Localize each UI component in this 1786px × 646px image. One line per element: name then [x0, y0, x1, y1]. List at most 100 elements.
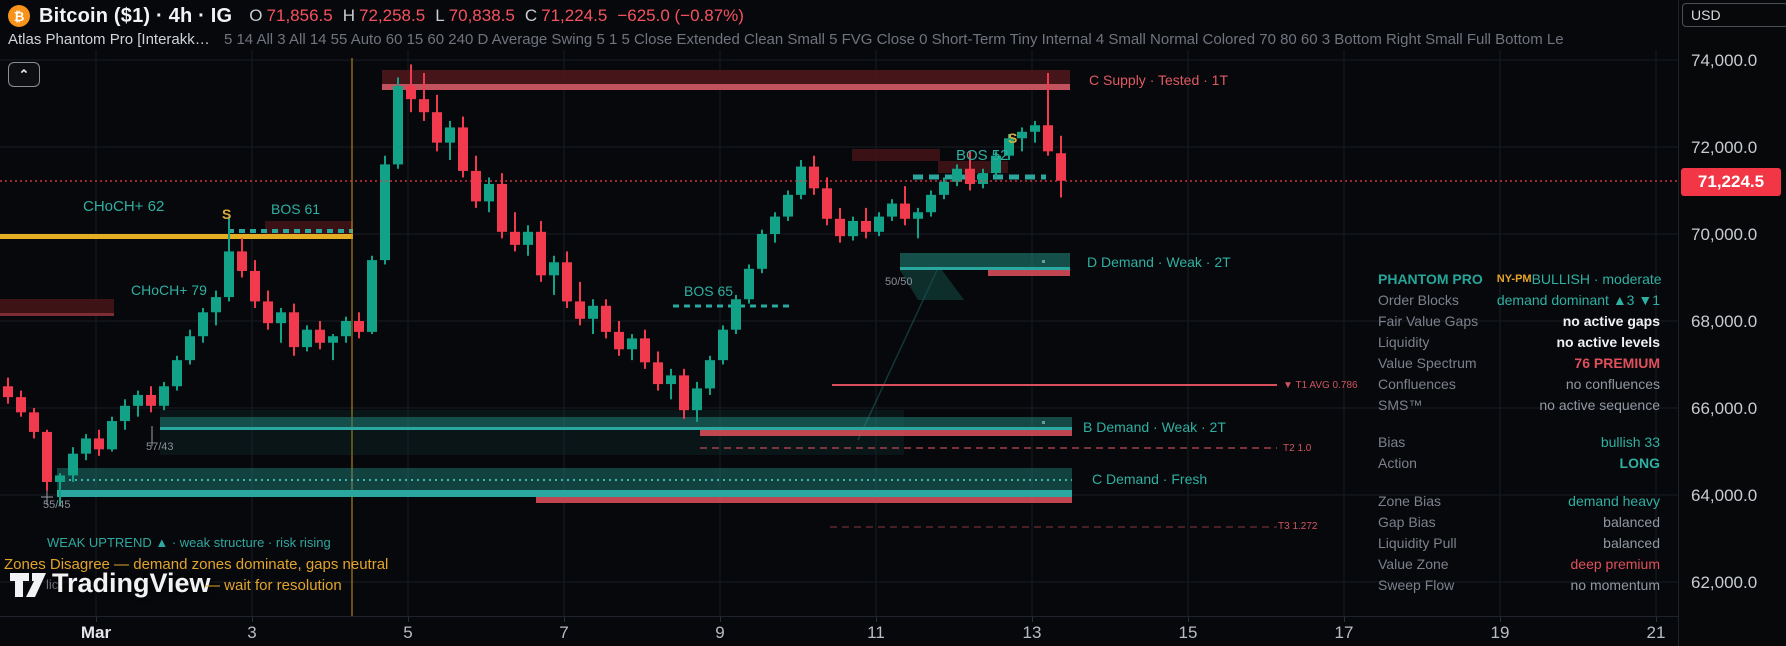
- dashboard-row: Order Blocks demand dominant ▲3 ▼1: [1378, 291, 1660, 309]
- time-tick-label: 17: [1334, 623, 1354, 642]
- candle-down: [94, 438, 104, 450]
- tradingview-watermark[interactable]: TradingView: [8, 567, 211, 599]
- dashboard-row: Gap Bias balanced: [1378, 513, 1660, 531]
- candle-up: [1004, 138, 1014, 156]
- last-price-badge[interactable]: 71,224.5: [1681, 168, 1781, 196]
- candle-down: [614, 331, 624, 350]
- dashboard-row-value: demand heavy: [1568, 493, 1660, 509]
- dashboard-row: Sweep Flow no momentum: [1378, 576, 1660, 594]
- high-label: H: [342, 6, 355, 25]
- candle-down: [406, 86, 416, 100]
- candle-up: [211, 297, 221, 313]
- dashboard-row-value: bullish 33: [1600, 434, 1660, 450]
- time-tick-label: 7: [559, 623, 569, 642]
- candle-down: [679, 375, 689, 411]
- dashboard-row-value: balanced: [1603, 535, 1660, 551]
- candle-down: [601, 305, 611, 332]
- dashboard-row-value: no momentum: [1570, 577, 1660, 593]
- dashboard-row: Confluences no confluences: [1378, 375, 1660, 393]
- dashboard-row-label: Bias: [1378, 434, 1406, 450]
- price-tick-label: 66,000.0: [1691, 399, 1758, 418]
- candle-up: [939, 181, 949, 195]
- candle-up: [107, 421, 117, 450]
- tradingview-logo-icon: [10, 573, 46, 597]
- candle-up: [328, 336, 338, 343]
- low-value: 70,838.5: [448, 6, 515, 25]
- time-tick-mark: [1344, 617, 1345, 622]
- candle-down: [822, 188, 832, 219]
- dashboard-row-value: 76 PREMIUM: [1574, 355, 1660, 371]
- candle-up: [276, 312, 286, 324]
- dashboard-row-value: no active levels: [1556, 334, 1660, 350]
- dashboard-row: PHANTOM PRO NY-PM BULLISH · moderate: [1378, 270, 1662, 288]
- wait-status-text: — wait for resolution: [205, 577, 342, 594]
- candle-down: [16, 397, 26, 413]
- c-demand-red: [536, 497, 1072, 503]
- candle-down: [497, 183, 507, 232]
- candle-down: [536, 231, 546, 276]
- dashboard-row-value: deep premium: [1570, 556, 1661, 572]
- dashboard-row: Zone Bias demand heavy: [1378, 492, 1660, 510]
- collapse-indicator-button[interactable]: ⌃: [8, 62, 40, 87]
- dashboard-row-label: Fair Value Gaps: [1378, 313, 1479, 329]
- open-label: O: [249, 6, 263, 25]
- high-value: 72,258.5: [359, 6, 426, 25]
- candle-down: [237, 251, 247, 271]
- choch79-zone: [0, 299, 114, 316]
- ohlc-values: O 71,856.5 H 72,258.5 L 70,838.5 C 71,22…: [249, 6, 750, 26]
- b-demand-edge: [160, 427, 1072, 430]
- price-axis[interactable]: USD 71,224.5 74,000.0 72,000.0 70,000.0 68,…: [1678, 0, 1786, 646]
- time-tick-label: 13: [1022, 623, 1042, 642]
- candle-down: [653, 362, 663, 385]
- candle-up: [185, 336, 195, 361]
- time-tick-label: 21: [1646, 623, 1666, 642]
- time-tick-label: 3: [247, 623, 257, 642]
- candle-up: [705, 360, 715, 389]
- choch62-gold-line: [0, 234, 353, 239]
- change-value: −625.0 (−0.87%): [617, 6, 744, 25]
- candle-down: [965, 168, 975, 184]
- dashboard-row-label: Liquidity Pull: [1378, 535, 1457, 551]
- candlestick-chart[interactable]: [0, 0, 1678, 646]
- price-tick-label: 72,000.0: [1691, 138, 1758, 157]
- candle-down: [575, 301, 585, 319]
- candle-down: [835, 218, 845, 237]
- candle-up: [952, 168, 962, 182]
- candle-down: [29, 412, 39, 432]
- candle-up: [484, 183, 494, 202]
- dashboard-row-label: Liquidity: [1378, 334, 1430, 350]
- zones-status-text: Zones Disagree — demand zones dominate, …: [4, 556, 389, 573]
- candle-up: [302, 329, 312, 348]
- time-tick-mark: [1188, 617, 1189, 622]
- d-demand-red: [988, 270, 1070, 276]
- time-tick-label: 15: [1178, 623, 1198, 642]
- symbol-title[interactable]: Bitcoin ($1) · 4h · IG: [39, 4, 233, 27]
- candle-up: [159, 386, 169, 406]
- indicator-parameters: 5 14 All 3 All 14 55 Auto 60 15 60 240 D…: [223, 31, 1564, 48]
- currency-badge[interactable]: USD: [1682, 3, 1786, 27]
- symbol-legend[interactable]: ₿ Bitcoin ($1) · 4h · IG O 71,856.5 H 72…: [8, 3, 750, 29]
- candle-up: [380, 164, 390, 261]
- zone-dot: [1042, 421, 1045, 424]
- indicator-legend[interactable]: Atlas Phantom Pro [Interakk… 5 14 All 3 …: [8, 31, 1670, 51]
- b-demand-red: [700, 430, 1072, 436]
- dashboard-row-value: no active sequence: [1539, 397, 1660, 413]
- candle-up: [523, 231, 533, 245]
- candle-up: [120, 405, 130, 422]
- time-tick-mark: [1500, 617, 1501, 622]
- candle-down: [432, 112, 442, 143]
- choch79-edge: [0, 313, 114, 316]
- indicator-title[interactable]: Atlas Phantom Pro [Interakk…: [8, 31, 210, 48]
- time-tick-label: 19: [1490, 623, 1510, 642]
- dashboard-row: Value Spectrum 76 PREMIUM: [1378, 354, 1660, 372]
- candle-up: [68, 453, 78, 476]
- time-tick-mark: [876, 617, 877, 622]
- candle-up: [588, 305, 598, 319]
- time-tick-label: 11: [867, 623, 885, 642]
- time-axis[interactable]: Mar 3 5 7 9 11 13 15 17 19 21: [0, 616, 1678, 646]
- candle-down: [315, 329, 325, 343]
- time-tick-mark: [252, 617, 253, 622]
- session-badge: NY-PM: [1496, 273, 1532, 285]
- dashboard-row-label: PHANTOM PRO: [1378, 271, 1483, 287]
